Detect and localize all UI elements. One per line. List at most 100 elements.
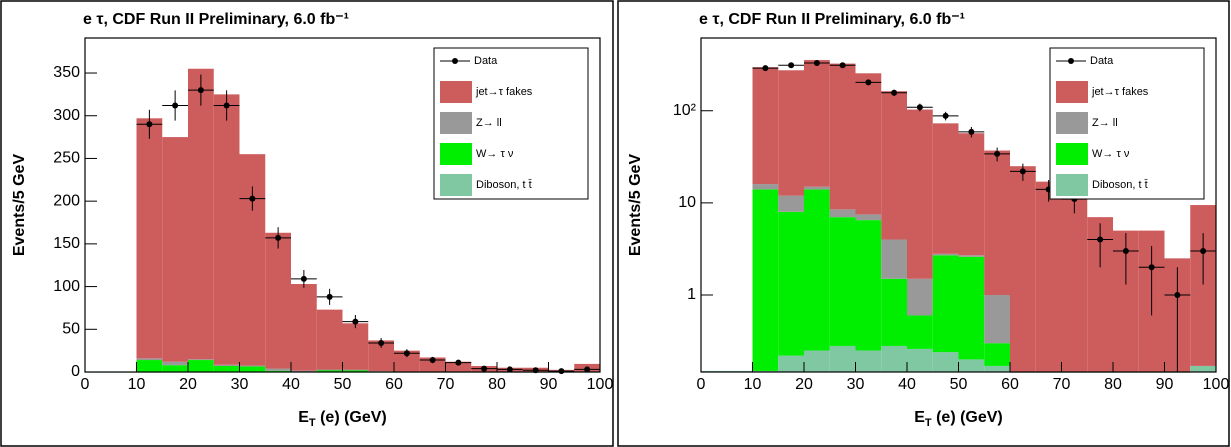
histogram-bar <box>162 361 188 366</box>
y-axis-label: Events/5 GeV <box>11 154 28 257</box>
histogram-bar <box>932 253 959 256</box>
legend-label: Z→ ll <box>476 117 502 129</box>
data-point <box>275 234 282 241</box>
x-tick-label: 40 <box>282 376 300 393</box>
data-point <box>197 87 204 94</box>
panel-border <box>617 0 1230 447</box>
histogram-bar <box>958 256 985 360</box>
histogram-bar <box>316 369 343 372</box>
y-tick-label: 250 <box>53 150 80 167</box>
x-tick-label: 50 <box>334 376 352 393</box>
x-tick-label: 30 <box>231 376 249 393</box>
legend-swatch <box>1056 112 1088 134</box>
histogram-bar <box>752 67 779 185</box>
x-axis-label-main: E <box>298 409 309 426</box>
legend-label: jet→τ fakes <box>1091 86 1149 98</box>
x-tick-label: 60 <box>385 376 403 393</box>
y-tick-label: 150 <box>53 235 80 252</box>
x-tick-label: 80 <box>1104 376 1122 393</box>
histogram-bar <box>881 239 907 279</box>
legend-label: Diboson, t t̄ <box>476 179 532 191</box>
legend-data-marker <box>1068 58 1074 64</box>
y-axis-label: Events/5 GeV <box>627 154 644 257</box>
x-axis-label-sub: T <box>309 417 316 429</box>
legend-data-marker <box>452 58 458 64</box>
histogram-bar <box>239 365 266 367</box>
y-tick-label: 50 <box>62 321 80 338</box>
histogram-bar <box>829 217 856 346</box>
data-point <box>455 359 462 366</box>
legend-label: jet→τ fakes <box>475 86 533 98</box>
data-point <box>1122 248 1129 255</box>
x-tick-label: 40 <box>898 376 916 393</box>
histogram-bar <box>778 211 804 356</box>
histogram-bar <box>984 365 1010 372</box>
histogram-bar <box>778 195 804 212</box>
legend-label: Data <box>1090 55 1114 67</box>
histogram-bar <box>342 369 369 372</box>
legend-label: Z→ ll <box>1092 117 1118 129</box>
x-tick-label: 70 <box>437 376 455 393</box>
histogram-bar <box>136 360 163 372</box>
histogram-bar <box>445 361 472 372</box>
histogram-bar <box>907 315 933 349</box>
data-point <box>916 104 923 111</box>
histogram-bar <box>907 348 933 372</box>
histogram-bar <box>958 359 985 372</box>
x-axis-label: ET (e) (GeV) <box>298 409 387 429</box>
data-point <box>223 102 230 109</box>
histogram-bar <box>1035 181 1062 372</box>
x-axis-label-rest: (e) (GeV) <box>932 409 1003 426</box>
x-tick-label: 70 <box>1053 376 1071 393</box>
histogram-bar <box>1061 195 1088 372</box>
histogram-bar <box>342 369 369 371</box>
histogram-bar <box>136 118 163 359</box>
legend-label: W→ τ ν <box>1092 148 1130 160</box>
data-point <box>300 275 307 282</box>
histogram-bar <box>984 295 1010 344</box>
data-point <box>249 195 256 202</box>
histogram-bar <box>804 350 830 372</box>
histogram-bar <box>1010 166 1036 372</box>
x-tick-label: 0 <box>697 376 706 393</box>
histogram-bar <box>804 186 830 190</box>
histogram-bar <box>316 369 343 371</box>
panel-border <box>0 0 614 447</box>
histogram-bar <box>188 68 214 360</box>
chart-title: e τ, CDF Run II Preliminary, 6.0 fb⁻¹ <box>699 11 965 28</box>
y-tick-label: 200 <box>53 192 80 209</box>
histogram-bar <box>829 345 856 372</box>
legend-label: Diboson, t t̄ <box>1092 179 1148 191</box>
data-point <box>891 89 898 96</box>
data-point <box>1019 168 1026 175</box>
histogram-bar <box>984 343 1010 366</box>
histogram-bar <box>829 63 856 210</box>
histogram-bar <box>265 370 291 372</box>
histogram-bar <box>855 350 882 372</box>
x-axis-label: ET (e) (GeV) <box>914 409 1003 429</box>
histogram-bar <box>342 323 369 370</box>
y-tick-label: 350 <box>53 64 80 81</box>
x-tick-label: 100 <box>1203 376 1230 393</box>
y-tick-label: 10² <box>673 102 697 119</box>
histogram-bar <box>881 345 907 372</box>
y-tick-label: 300 <box>53 107 80 124</box>
y-tick-label: 100 <box>53 278 80 295</box>
data-point <box>994 150 1001 157</box>
x-tick-label: 10 <box>128 376 146 393</box>
data-point <box>403 350 410 357</box>
histogram-bar <box>419 357 446 372</box>
x-tick-label: 100 <box>587 376 614 393</box>
histogram-bar <box>188 360 214 372</box>
histogram-bar <box>291 284 317 371</box>
legend-label: W→ τ ν <box>476 148 514 160</box>
histogram-bar <box>213 94 240 365</box>
histogram-bar <box>932 123 959 254</box>
legend-swatch <box>440 81 472 103</box>
x-tick-label: 20 <box>179 376 197 393</box>
data-point <box>532 367 539 374</box>
x-tick-label: 20 <box>795 376 813 393</box>
data-point <box>584 366 591 373</box>
x-tick-label: 80 <box>488 376 506 393</box>
